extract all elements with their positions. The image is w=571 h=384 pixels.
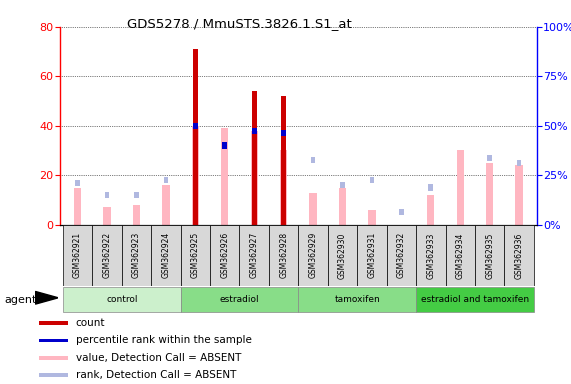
Bar xyxy=(180,287,299,312)
Bar xyxy=(475,225,504,286)
Text: GSM362936: GSM362936 xyxy=(514,232,524,278)
Text: rank, Detection Call = ABSENT: rank, Detection Call = ABSENT xyxy=(76,370,236,380)
Text: GSM362928: GSM362928 xyxy=(279,232,288,278)
Bar xyxy=(93,225,122,286)
Text: GSM362929: GSM362929 xyxy=(308,232,317,278)
Bar xyxy=(252,91,257,225)
Text: GSM362930: GSM362930 xyxy=(338,232,347,278)
Text: GSM362924: GSM362924 xyxy=(162,232,170,278)
Text: GSM362923: GSM362923 xyxy=(132,232,141,278)
Bar xyxy=(309,192,317,225)
Bar xyxy=(192,49,198,225)
Bar xyxy=(369,177,375,183)
Bar xyxy=(311,157,315,164)
Bar xyxy=(210,225,239,286)
Bar xyxy=(63,287,180,312)
Text: GSM362922: GSM362922 xyxy=(103,232,111,278)
Text: GSM362927: GSM362927 xyxy=(250,232,259,278)
Bar xyxy=(282,130,286,136)
Bar xyxy=(221,128,228,225)
Text: GSM362932: GSM362932 xyxy=(397,232,406,278)
Bar xyxy=(63,225,93,286)
Bar xyxy=(504,225,534,286)
Bar xyxy=(416,287,534,312)
Bar xyxy=(517,160,521,166)
Bar xyxy=(104,192,110,198)
Bar xyxy=(192,126,199,225)
Polygon shape xyxy=(35,291,58,304)
Bar xyxy=(39,356,68,360)
Bar xyxy=(416,225,445,286)
Text: GSM362933: GSM362933 xyxy=(427,232,435,278)
Bar xyxy=(387,225,416,286)
Bar xyxy=(486,163,493,225)
Bar xyxy=(399,209,404,215)
Bar xyxy=(239,225,269,286)
Bar xyxy=(74,187,81,225)
Text: tamoxifen: tamoxifen xyxy=(335,295,380,304)
Bar xyxy=(269,225,299,286)
Bar xyxy=(516,166,523,225)
Bar xyxy=(339,187,346,225)
Bar xyxy=(162,185,170,225)
Bar xyxy=(340,182,345,188)
Bar xyxy=(299,225,328,286)
Bar xyxy=(252,127,256,134)
Text: GSM362931: GSM362931 xyxy=(367,232,376,278)
Text: percentile rank within the sample: percentile rank within the sample xyxy=(76,336,252,346)
Bar xyxy=(487,155,492,161)
Bar xyxy=(133,205,140,225)
Bar xyxy=(151,225,180,286)
Text: GSM362934: GSM362934 xyxy=(456,232,465,278)
Text: agent: agent xyxy=(5,295,37,305)
Text: GSM362921: GSM362921 xyxy=(73,232,82,278)
Bar xyxy=(193,122,198,129)
Text: GSM362926: GSM362926 xyxy=(220,232,230,278)
Text: control: control xyxy=(106,295,138,304)
Bar xyxy=(163,177,168,183)
Bar xyxy=(122,225,151,286)
Bar xyxy=(445,225,475,286)
Bar xyxy=(428,184,433,190)
Text: value, Detection Call = ABSENT: value, Detection Call = ABSENT xyxy=(76,353,241,363)
Bar xyxy=(103,207,111,225)
Bar xyxy=(39,321,68,325)
Bar xyxy=(357,225,387,286)
Bar xyxy=(328,225,357,286)
Text: GDS5278 / MmuSTS.3826.1.S1_at: GDS5278 / MmuSTS.3826.1.S1_at xyxy=(127,17,352,30)
Bar xyxy=(39,339,68,343)
Text: estradiol and tamoxifen: estradiol and tamoxifen xyxy=(421,295,529,304)
Bar xyxy=(281,96,286,225)
Text: GSM362925: GSM362925 xyxy=(191,232,200,278)
Bar xyxy=(39,373,68,377)
Bar xyxy=(457,151,464,225)
Text: GSM362935: GSM362935 xyxy=(485,232,494,278)
Bar xyxy=(134,192,139,198)
Bar xyxy=(222,142,227,149)
Text: count: count xyxy=(76,318,105,328)
Bar xyxy=(427,195,435,225)
Bar xyxy=(280,151,287,225)
Bar xyxy=(251,131,258,225)
Bar xyxy=(75,180,80,186)
Bar xyxy=(368,210,376,225)
Bar xyxy=(180,225,210,286)
Text: estradiol: estradiol xyxy=(220,295,259,304)
Bar xyxy=(299,287,416,312)
